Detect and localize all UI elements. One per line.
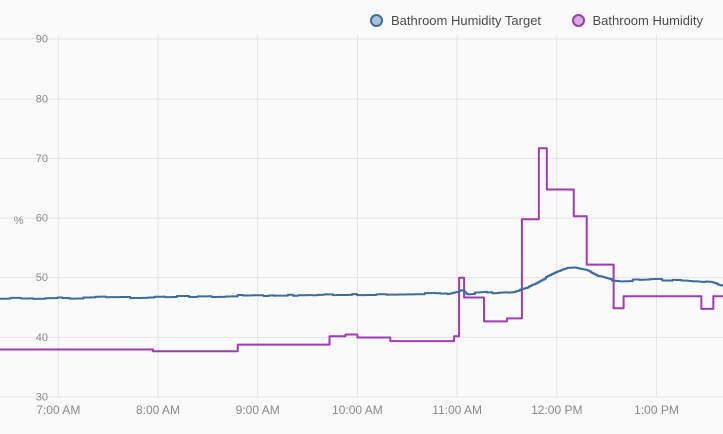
svg-text:8:00 AM: 8:00 AM [136,403,180,417]
svg-text:10:00 AM: 10:00 AM [332,403,383,417]
svg-text:%: % [14,215,24,227]
svg-text:7:00 AM: 7:00 AM [36,403,80,417]
svg-text:80: 80 [36,94,48,106]
svg-text:1:00 PM: 1:00 PM [634,403,679,417]
svg-text:60: 60 [36,213,48,225]
svg-text:11:00 AM: 11:00 AM [432,403,482,417]
svg-text:70: 70 [36,153,48,165]
svg-text:12:00 PM: 12:00 PM [531,403,582,417]
svg-text:30: 30 [36,392,48,404]
svg-text:90: 90 [36,34,48,46]
svg-text:9:00 AM: 9:00 AM [236,403,280,417]
svg-text:50: 50 [36,272,48,284]
svg-text:40: 40 [36,332,48,344]
